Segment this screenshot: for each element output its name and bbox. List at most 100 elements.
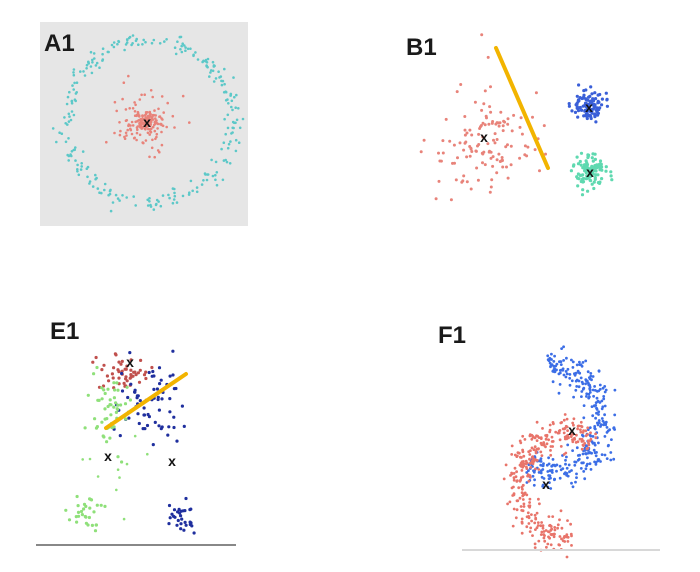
b1-left-point <box>519 116 523 120</box>
b1-blue-point <box>589 116 593 121</box>
a1-inner-point <box>160 130 163 134</box>
a1-inner-point <box>154 117 157 120</box>
b1-left-point <box>523 144 527 148</box>
f1-upper-point <box>590 451 593 455</box>
f1-lower-point <box>533 542 537 546</box>
b1-blue-point <box>594 120 598 124</box>
e1-navy-point <box>153 420 157 424</box>
f1-upper-point <box>559 363 563 366</box>
f1-upper-point <box>595 408 599 411</box>
e1-red-point <box>117 376 121 380</box>
f1-lower-point <box>533 521 537 525</box>
f1-lower-point <box>527 479 531 483</box>
a1-outer-point <box>93 57 96 60</box>
a1-outer-point <box>225 160 229 164</box>
e1-navy-point <box>175 439 179 443</box>
e1-green-point <box>75 494 79 499</box>
a1-outer-point <box>134 39 138 43</box>
f1-upper-point <box>539 463 543 467</box>
a1-inner-point <box>130 120 134 124</box>
b1-blue-point <box>573 110 578 114</box>
b1-left-point <box>465 131 469 135</box>
e1-navy-point <box>120 389 125 393</box>
a1-outer-point <box>98 66 101 69</box>
f1-lower-point <box>542 536 546 540</box>
b1-green-point <box>590 182 594 186</box>
b1-left-point <box>490 121 494 125</box>
b1-blue-point <box>587 95 591 99</box>
b1-blue-point <box>590 92 594 96</box>
f1-upper-point <box>558 383 562 386</box>
e1-red-point <box>120 359 124 363</box>
b1-blue-point <box>605 104 610 108</box>
f1-lower-point <box>560 421 564 424</box>
b1-blue-point <box>591 107 596 111</box>
f1-lower-point <box>533 546 537 549</box>
b1-blue-point <box>600 97 605 101</box>
a1-outer-point <box>159 204 163 208</box>
a1-outer-point <box>121 194 124 197</box>
f1-lower-point <box>520 509 524 512</box>
b1-blue-point <box>580 108 584 112</box>
f1-lower-point <box>512 507 516 511</box>
f1-lower-point <box>586 426 590 430</box>
f1-lower-point <box>552 535 556 539</box>
b1-green-point <box>593 157 598 161</box>
f1-lower-point <box>522 460 525 463</box>
b1-blue-point <box>596 93 600 97</box>
a1-inner-point <box>135 126 139 129</box>
e1-navy-point <box>176 518 180 523</box>
f1-upper-point <box>550 464 554 468</box>
e1-red-point <box>150 365 154 370</box>
b1-blue-point <box>585 106 590 110</box>
a1-outer-point <box>231 131 234 134</box>
a1-inner-point <box>147 120 150 124</box>
b1-left-point <box>422 138 426 142</box>
a1-inner-point <box>148 155 151 159</box>
f1-lower-point <box>586 446 590 450</box>
a1-inner-point <box>147 118 150 122</box>
b1-green-point <box>580 193 585 197</box>
f1-upper-point <box>597 410 601 414</box>
f1-lower-point <box>577 424 581 428</box>
f1-upper-point <box>558 369 562 372</box>
f1-upper-point <box>603 404 607 408</box>
b1-blue-point <box>586 98 590 102</box>
e1-green-point <box>80 513 84 517</box>
a1-inner-point <box>151 138 154 142</box>
f1-lower-point <box>549 449 552 452</box>
e1-navy-point <box>138 399 142 403</box>
f1-upper-point <box>602 395 606 398</box>
f1-lower-point <box>558 535 562 538</box>
a1-outer-point <box>168 196 171 200</box>
f1-lower-point <box>559 445 563 448</box>
e1-green-point <box>116 468 120 472</box>
a1-inner-point <box>128 107 131 110</box>
a1-inner-point <box>135 113 139 117</box>
f1-upper-point <box>539 457 543 460</box>
a1-outer-point <box>203 172 207 175</box>
b1-left-point <box>523 153 527 157</box>
e1-navy-point <box>184 496 188 501</box>
a1-outer-point <box>174 52 178 56</box>
a1-outer-point <box>94 64 98 67</box>
f1-upper-point <box>548 481 551 484</box>
a1-outer-point <box>172 198 176 201</box>
e1-green-point <box>101 434 105 438</box>
a1-inner-point <box>118 121 121 124</box>
a1-inner-point <box>148 133 151 136</box>
a1-outer-point <box>194 51 197 54</box>
b1-blue-point <box>577 83 581 87</box>
a1-outer-point <box>205 64 208 68</box>
f1-lower-point <box>579 430 583 434</box>
a1-outer-point <box>72 73 76 77</box>
a1-outer-point <box>175 201 179 204</box>
a1-inner-point <box>125 134 128 137</box>
a1-outer-point <box>224 99 228 102</box>
f1-upper-point <box>547 474 550 477</box>
a1-inner-point <box>135 131 139 135</box>
f1-lower-point <box>576 427 579 431</box>
a1-outer-point <box>186 47 190 51</box>
f1-upper-point <box>561 467 565 470</box>
